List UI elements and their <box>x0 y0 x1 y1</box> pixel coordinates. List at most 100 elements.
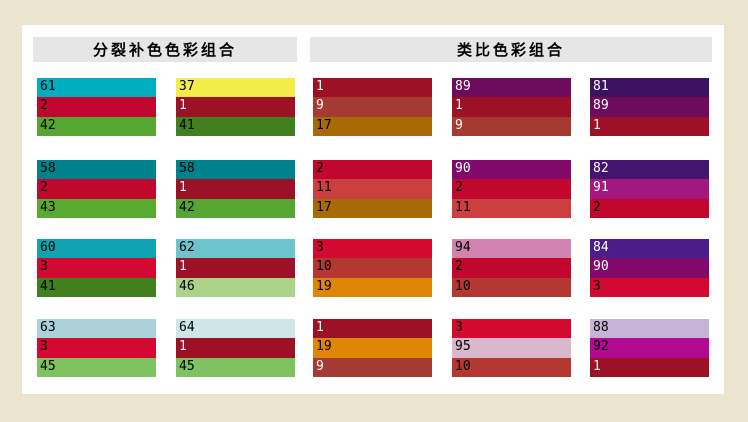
color-swatch: 3 <box>452 319 571 339</box>
color-swatch: 17 <box>313 198 432 218</box>
color-swatch: 2 <box>452 258 571 278</box>
swatch-number: 19 <box>316 278 332 294</box>
color-group: 37 1 41 <box>176 78 295 136</box>
swatch-number: 9 <box>316 358 324 374</box>
swatch-number: 1 <box>179 339 187 355</box>
color-swatch: 19 <box>313 338 432 358</box>
color-swatch: 90 <box>590 258 709 278</box>
color-swatch: 9 <box>313 357 432 377</box>
color-swatch: 2 <box>37 179 156 199</box>
swatch-number: 41 <box>40 278 56 294</box>
color-swatch: 3 <box>313 239 432 259</box>
swatch-number: 58 <box>179 161 195 176</box>
color-group: 60 3 41 <box>37 239 156 297</box>
color-swatch: 1 <box>452 97 571 117</box>
color-group: 2 11 17 <box>313 160 432 218</box>
color-swatch: 10 <box>452 277 571 297</box>
swatch-number: 9 <box>316 98 324 114</box>
swatch-number: 43 <box>40 199 56 215</box>
swatch-number: 19 <box>316 339 332 355</box>
color-swatch: 43 <box>37 198 156 218</box>
color-group: 1 19 9 <box>313 319 432 377</box>
color-swatch: 2 <box>313 160 432 180</box>
swatch-number: 2 <box>40 98 48 114</box>
swatch-number: 1 <box>593 358 601 374</box>
swatch-number: 95 <box>455 339 471 355</box>
swatch-number: 2 <box>593 199 601 215</box>
color-swatch: 9 <box>313 97 432 117</box>
swatch-number: 92 <box>593 339 609 355</box>
color-group: 81 89 1 <box>590 78 709 136</box>
color-group: 84 90 3 <box>590 239 709 297</box>
swatch-number: 58 <box>40 161 56 176</box>
swatch-number: 1 <box>316 79 324 94</box>
color-group: 1 9 17 <box>313 78 432 136</box>
color-swatch: 3 <box>37 338 156 358</box>
color-swatch: 64 <box>176 319 295 339</box>
color-swatch: 10 <box>452 357 571 377</box>
section-title-split-complementary: 分裂补色色彩组合 <box>33 37 297 62</box>
color-swatch: 58 <box>176 160 295 180</box>
color-swatch: 42 <box>37 116 156 136</box>
swatch-number: 62 <box>179 240 195 255</box>
swatch-number: 3 <box>40 339 48 355</box>
content-panel: 分裂补色色彩组合 类比色彩组合 61 2 42 37 1 41 58 2 43 58 1 42 60 3 4… <box>22 25 724 394</box>
swatch-number: 61 <box>40 79 56 94</box>
swatch-number: 64 <box>179 320 195 335</box>
color-swatch: 37 <box>176 78 295 98</box>
color-swatch: 2 <box>590 198 709 218</box>
swatch-number: 45 <box>40 358 56 374</box>
swatch-number: 1 <box>593 117 601 133</box>
analogous-section: 1 9 17 89 1 9 81 89 1 2 11 17 90 2 11 82 91 2 3 10 19 94 2 10 84… <box>313 78 709 377</box>
color-swatch: 88 <box>590 319 709 339</box>
swatch-number: 46 <box>179 278 195 294</box>
color-swatch: 2 <box>452 179 571 199</box>
color-swatch: 42 <box>176 198 295 218</box>
color-group: 94 2 10 <box>452 239 571 297</box>
swatch-number: 10 <box>316 259 332 275</box>
color-swatch: 82 <box>590 160 709 180</box>
swatch-number: 42 <box>179 199 195 215</box>
color-swatch: 81 <box>590 78 709 98</box>
color-group: 89 1 9 <box>452 78 571 136</box>
color-group: 3 10 19 <box>313 239 432 297</box>
swatch-number: 2 <box>316 161 324 176</box>
swatch-number: 88 <box>593 320 609 335</box>
color-group: 61 2 42 <box>37 78 156 136</box>
color-swatch: 46 <box>176 277 295 297</box>
color-group: 58 2 43 <box>37 160 156 218</box>
swatch-number: 17 <box>316 117 332 133</box>
swatch-number: 2 <box>455 259 463 275</box>
color-swatch: 60 <box>37 239 156 259</box>
color-swatch: 1 <box>313 78 432 98</box>
swatch-number: 90 <box>455 161 471 176</box>
color-swatch: 41 <box>37 277 156 297</box>
color-swatch: 17 <box>313 116 432 136</box>
color-group: 63 3 45 <box>37 319 156 377</box>
color-swatch: 89 <box>452 78 571 98</box>
color-group: 82 91 2 <box>590 160 709 218</box>
color-swatch: 94 <box>452 239 571 259</box>
swatch-number: 81 <box>593 79 609 94</box>
color-swatch: 1 <box>176 258 295 278</box>
swatch-number: 42 <box>40 117 56 133</box>
swatch-number: 3 <box>593 278 601 294</box>
swatch-number: 3 <box>455 320 463 335</box>
section-title-analogous: 类比色彩组合 <box>310 37 712 62</box>
color-swatch: 45 <box>176 357 295 377</box>
swatch-number: 1 <box>455 98 463 114</box>
swatch-number: 1 <box>179 180 187 196</box>
color-swatch: 9 <box>452 116 571 136</box>
color-group: 3 95 10 <box>452 319 571 377</box>
color-swatch: 19 <box>313 277 432 297</box>
color-group: 58 1 42 <box>176 160 295 218</box>
color-swatch: 62 <box>176 239 295 259</box>
swatch-number: 17 <box>316 199 332 215</box>
swatch-number: 84 <box>593 240 609 255</box>
color-swatch: 1 <box>590 357 709 377</box>
swatch-number: 82 <box>593 161 609 176</box>
color-swatch: 1 <box>176 338 295 358</box>
color-swatch: 58 <box>37 160 156 180</box>
swatch-number: 11 <box>316 180 332 196</box>
color-swatch: 1 <box>590 116 709 136</box>
